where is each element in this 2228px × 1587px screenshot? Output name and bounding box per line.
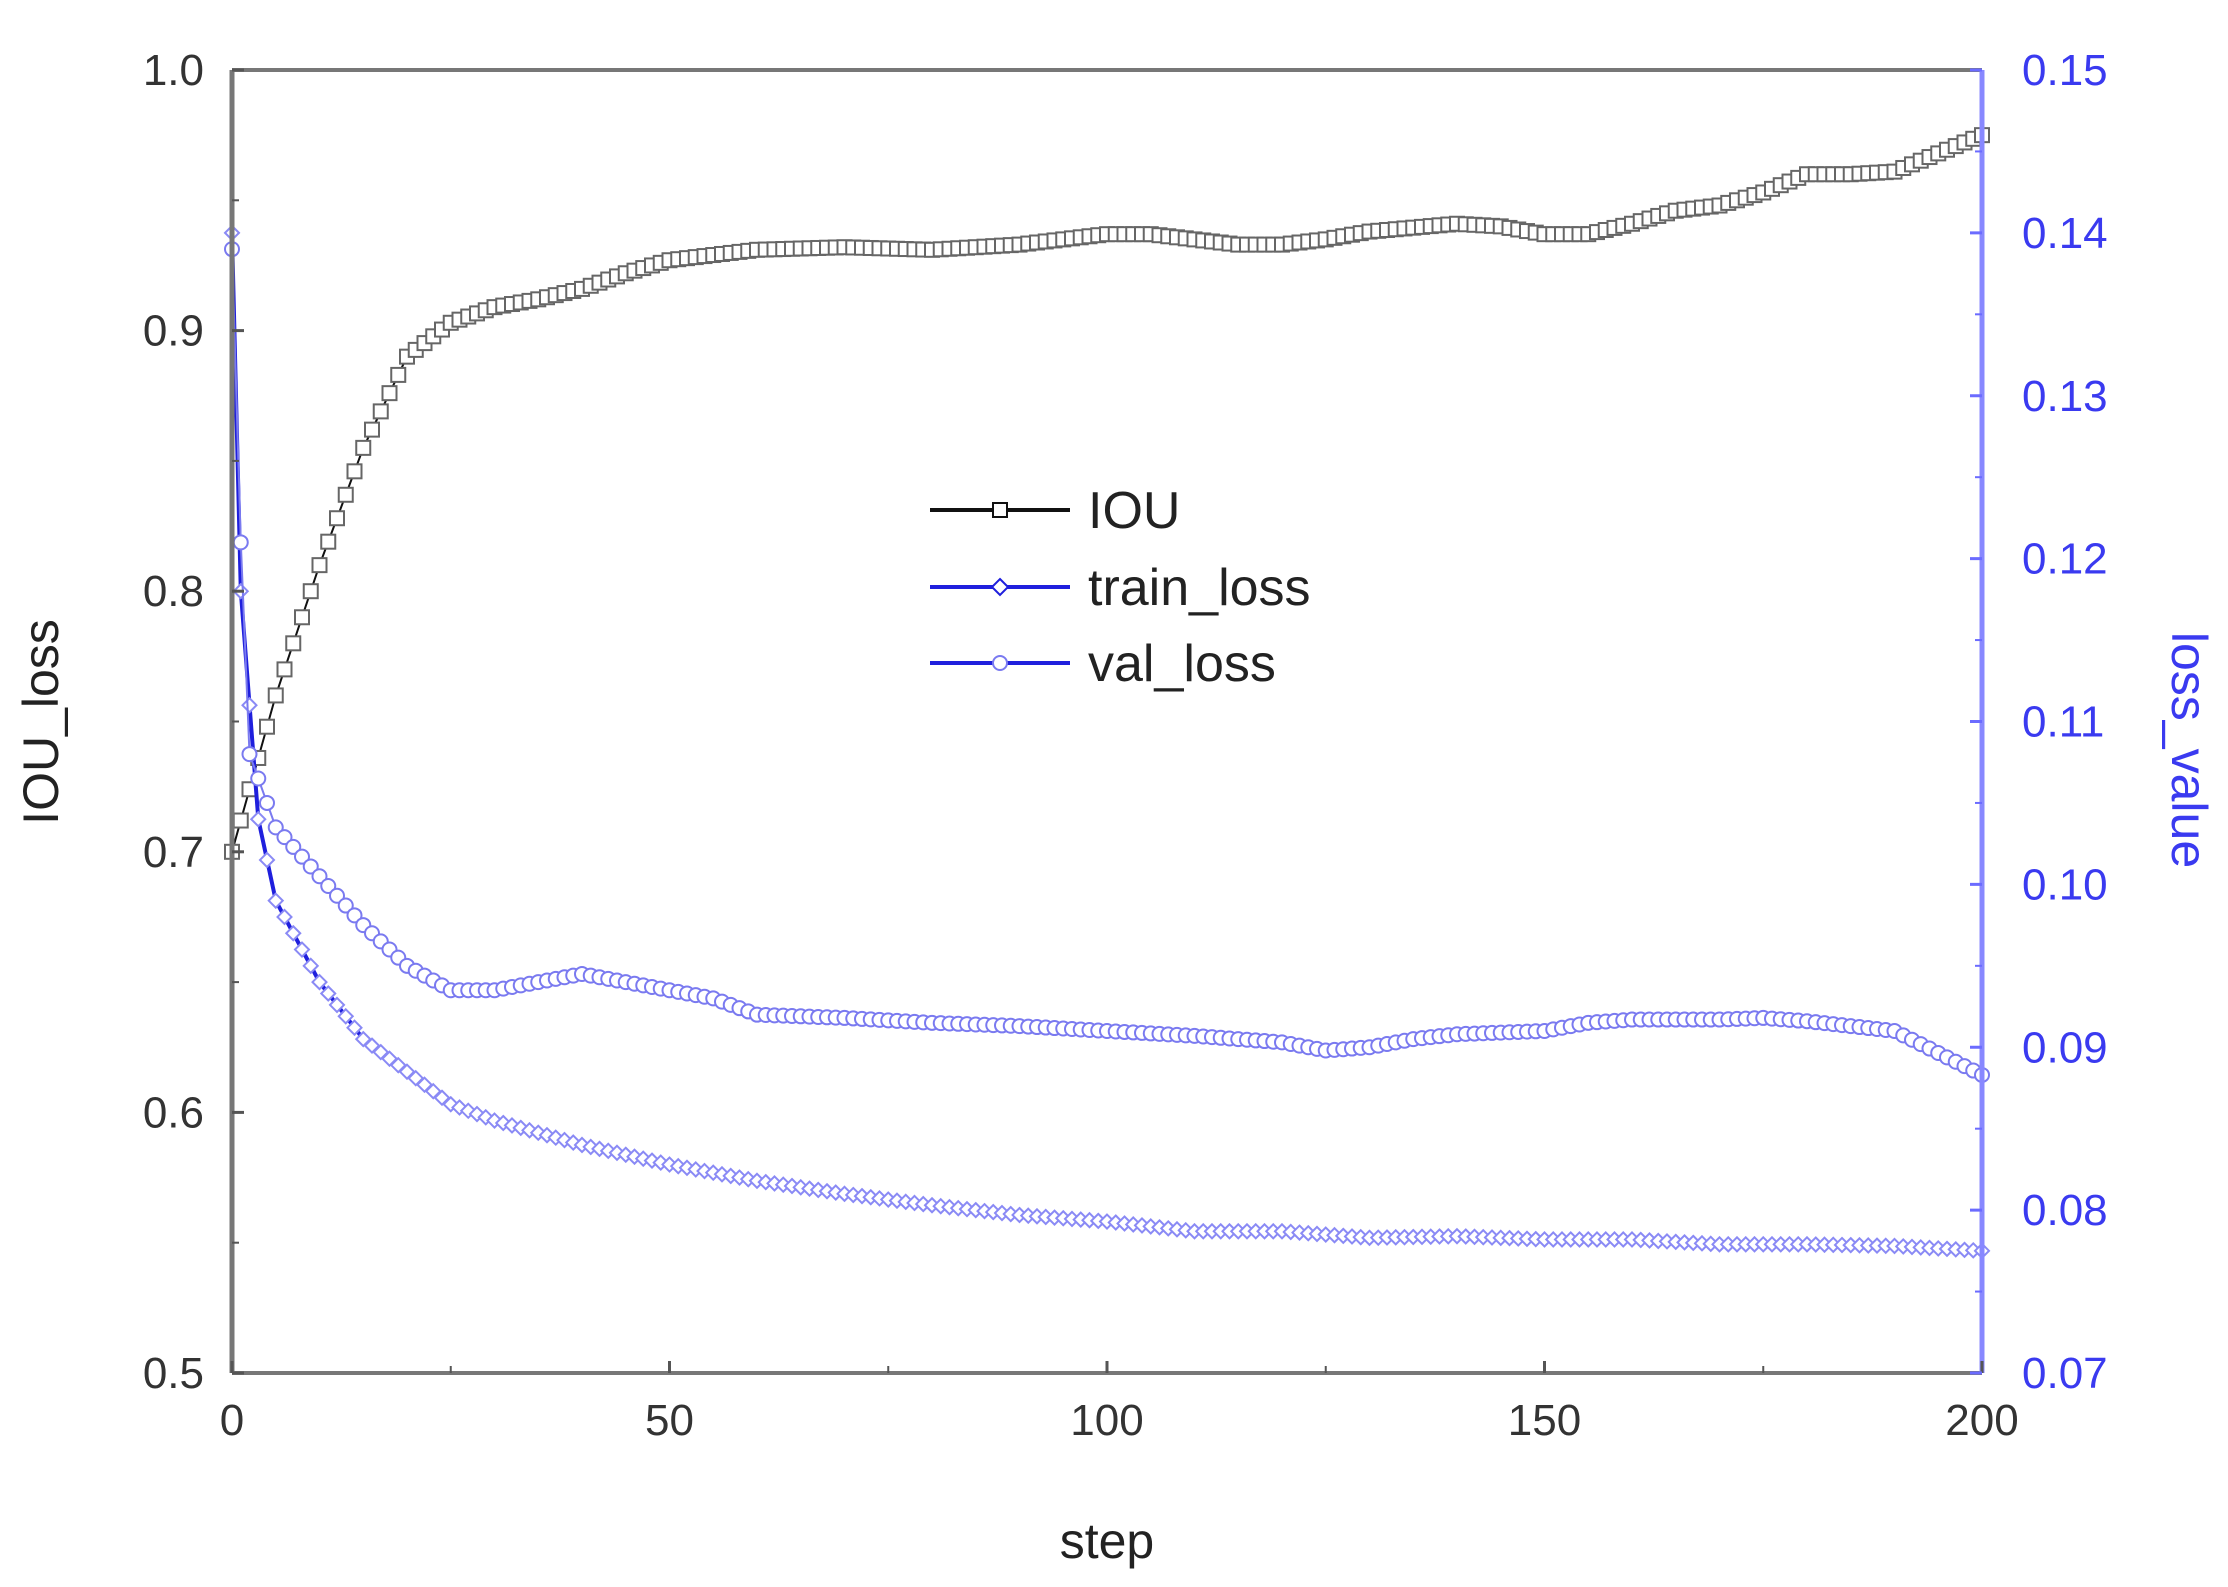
point-iou [329, 510, 345, 527]
y-left-tick-label: 0.6 [143, 1088, 204, 1137]
y-left-tick-label: 1.0 [143, 46, 204, 95]
point-iou [320, 533, 337, 550]
y-left-tick-label: 0.7 [143, 828, 204, 877]
point-val-loss [267, 819, 284, 836]
point-train-loss [494, 1114, 512, 1132]
y-right-tick-label: 0.12 [2022, 535, 2108, 584]
y-left-tick-label: 0.8 [143, 567, 204, 616]
point-val-loss [337, 897, 354, 914]
point-iou [346, 463, 363, 480]
point-val-loss [259, 794, 275, 811]
legend-marker-train-loss [990, 577, 1010, 597]
point-train-loss [328, 996, 346, 1014]
point-train-loss [468, 1105, 486, 1123]
point-iou [276, 661, 293, 678]
y-right-tick-label: 0.13 [2022, 372, 2108, 421]
point-val-loss [311, 868, 328, 885]
legend-marker-val-loss [992, 655, 1008, 671]
x-tick-label: 50 [645, 1396, 694, 1445]
y-left-tick-label: 0.9 [143, 307, 204, 356]
point-train-loss [389, 1056, 407, 1074]
point-val-loss [285, 838, 302, 855]
point-train-loss [442, 1095, 460, 1113]
point-train-loss [529, 1124, 547, 1142]
point-train-loss [276, 908, 293, 926]
point-iou [337, 486, 354, 503]
plot-area [232, 70, 1982, 1373]
point-train-loss [547, 1129, 565, 1147]
point-val-loss [329, 887, 345, 904]
point-iou [311, 557, 328, 574]
point-iou [232, 812, 249, 829]
point-val-loss [294, 848, 310, 865]
point-iou [302, 583, 319, 600]
x-tick-label: 0 [220, 1396, 244, 1445]
y-right-tick-label: 0.08 [2022, 1186, 2108, 1235]
ticks-layer: 0 50 100 150 200 0.5 0.6 0.7 0.8 0.9 1.0 0.07 0.08 0.… [143, 46, 2108, 1445]
point-train-loss [241, 696, 258, 714]
legend-label-val-loss: val_loss [1088, 635, 1276, 693]
point-val-loss [320, 878, 337, 895]
x-tick-label: 100 [1070, 1396, 1143, 1445]
point-train-loss [311, 973, 328, 991]
point-train-loss [293, 941, 311, 958]
point-iou [390, 366, 407, 383]
y-right-tick-label: 0.11 [2022, 698, 2104, 747]
y-right-tick-label: 0.10 [2022, 860, 2108, 909]
legend-item-val-loss: val_loss [930, 635, 1276, 693]
y-right-tick-label: 0.09 [2022, 1023, 2108, 1072]
point-train-loss [424, 1082, 442, 1100]
y-right-axis-title: loss_value [2161, 632, 2217, 868]
y-right-tick-label: 0.15 [2022, 46, 2108, 95]
point-train-loss [337, 1007, 355, 1025]
point-iou [355, 439, 372, 456]
point-iou [364, 421, 380, 438]
point-train-loss [346, 1019, 363, 1037]
point-train-loss [319, 985, 337, 1002]
point-train-loss [258, 851, 276, 869]
point-val-loss [302, 858, 319, 875]
x-tick-label: 150 [1508, 1396, 1581, 1445]
series-layer [223, 127, 1991, 1260]
point-train-loss [372, 1043, 390, 1061]
y-right-tick-label: 0.07 [2022, 1349, 2108, 1398]
point-iou [259, 718, 275, 735]
legend-item-iou: IOU [930, 482, 1180, 540]
point-train-loss [284, 924, 302, 942]
point-train-loss [556, 1131, 573, 1149]
point-iou [285, 635, 302, 652]
point-val-loss [250, 770, 267, 787]
legend-label-train-loss: train_loss [1088, 559, 1311, 617]
series-iou [224, 127, 1990, 860]
legend-item-train-loss: train_loss [930, 559, 1311, 617]
legend-marker-iou [992, 502, 1008, 518]
point-train-loss [267, 892, 285, 910]
point-val-loss [241, 746, 258, 763]
point-train-loss [249, 810, 267, 828]
legend: IOU train_loss val_loss [930, 482, 1311, 693]
x-axis-title: step [1060, 1513, 1155, 1569]
point-train-loss [302, 957, 320, 975]
point-iou [381, 385, 398, 402]
series-val-loss [224, 241, 1990, 1083]
y-right-tick-label: 0.14 [2022, 209, 2108, 258]
x-tick-label: 200 [1945, 1396, 2018, 1445]
y-left-axis-title: IOU_loss [13, 619, 69, 825]
point-val-loss [346, 907, 363, 924]
point-train-loss [521, 1121, 538, 1139]
point-iou [294, 609, 310, 626]
point-train-loss [477, 1108, 495, 1126]
point-val-loss [276, 829, 293, 846]
y-left-tick-label: 0.5 [143, 1349, 204, 1398]
point-train-loss [354, 1030, 372, 1048]
point-iou [372, 403, 389, 420]
point-train-loss [407, 1069, 425, 1087]
point-iou [267, 687, 284, 704]
legend-label-iou: IOU [1088, 482, 1180, 540]
point-val-loss [232, 534, 249, 551]
series-train-loss [223, 224, 1991, 1260]
